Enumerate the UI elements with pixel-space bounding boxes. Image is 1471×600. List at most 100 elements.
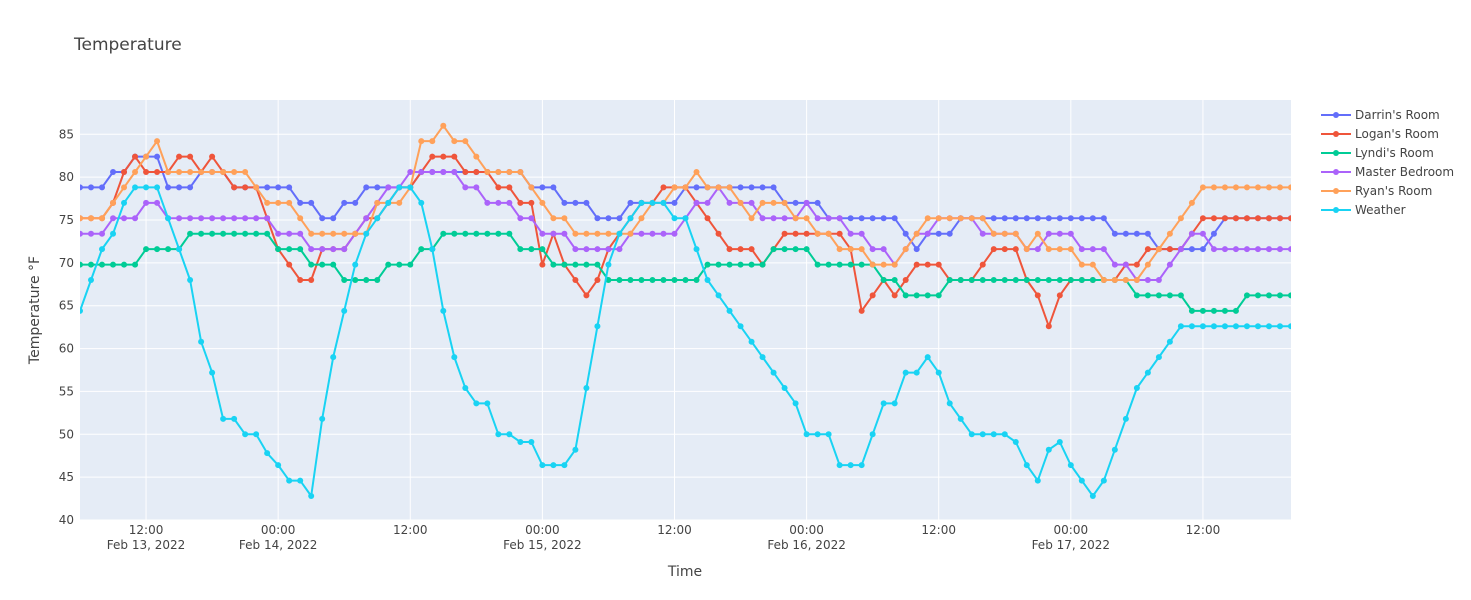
data-point-weather[interactable] [1265,323,1272,330]
data-point-lyndi-s-room[interactable] [825,261,832,268]
data-point-ryan-s-room[interactable] [913,230,920,237]
data-point-weather[interactable] [319,415,326,422]
data-point-weather[interactable] [308,493,315,499]
data-point-logan-s-room[interactable] [869,292,876,299]
data-point-ryan-s-room[interactable] [198,169,205,175]
data-point-darrin-s-room[interactable] [330,215,337,222]
data-point-lyndi-s-room[interactable] [1265,292,1272,299]
data-point-lyndi-s-room[interactable] [253,230,260,237]
data-point-darrin-s-room[interactable] [77,184,83,191]
data-point-ryan-s-room[interactable] [319,230,326,237]
data-point-ryan-s-room[interactable] [803,215,810,222]
data-point-logan-s-room[interactable] [836,230,843,237]
data-point-master-bedroom[interactable] [583,246,590,253]
data-point-ryan-s-room[interactable] [825,230,832,237]
data-point-ryan-s-room[interactable] [1276,184,1283,191]
data-point-weather[interactable] [891,400,898,407]
data-point-darrin-s-room[interactable] [737,184,744,191]
data-point-weather[interactable] [924,354,931,361]
data-point-logan-s-room[interactable] [154,169,161,175]
data-point-logan-s-room[interactable] [660,184,667,191]
data-point-logan-s-room[interactable] [715,230,722,237]
data-point-ryan-s-room[interactable] [264,199,271,206]
data-point-lyndi-s-room[interactable] [121,261,128,268]
data-point-weather[interactable] [220,415,227,422]
data-point-weather[interactable] [1067,462,1074,469]
data-point-darrin-s-room[interactable] [1067,215,1074,222]
data-point-weather[interactable] [682,215,689,222]
data-point-weather[interactable] [341,307,348,314]
data-point-master-bedroom[interactable] [462,184,469,191]
data-point-weather[interactable] [671,215,678,222]
data-point-logan-s-room[interactable] [506,184,513,191]
data-point-darrin-s-room[interactable] [1001,215,1008,222]
data-point-lyndi-s-room[interactable] [814,261,821,268]
legend[interactable]: Darrin's Room Logan's Room Lyndi's Room Mas… [1321,108,1454,217]
data-point-darrin-s-room[interactable] [858,215,865,222]
data-point-master-bedroom[interactable] [803,199,810,206]
data-point-weather[interactable] [462,385,469,391]
data-point-lyndi-s-room[interactable] [1144,292,1151,299]
data-point-ryan-s-room[interactable] [990,230,997,237]
data-point-lyndi-s-room[interactable] [231,230,238,237]
data-point-master-bedroom[interactable] [1276,246,1283,253]
data-point-weather[interactable] [484,400,491,407]
data-point-weather[interactable] [1023,462,1030,469]
data-point-ryan-s-room[interactable] [154,138,161,145]
data-point-weather[interactable] [957,415,964,422]
data-point-darrin-s-room[interactable] [572,199,579,206]
data-point-master-bedroom[interactable] [231,215,238,222]
data-point-darrin-s-room[interactable] [913,246,920,253]
data-point-ryan-s-room[interactable] [1232,184,1239,191]
data-point-darrin-s-room[interactable] [1188,246,1195,253]
data-point-lyndi-s-room[interactable] [1155,292,1162,299]
data-point-lyndi-s-room[interactable] [792,246,799,253]
data-point-lyndi-s-room[interactable] [451,230,458,237]
data-point-ryan-s-room[interactable] [1133,277,1140,283]
data-point-lyndi-s-room[interactable] [275,246,282,253]
data-point-lyndi-s-room[interactable] [264,230,271,237]
data-point-darrin-s-room[interactable] [946,230,953,237]
data-point-lyndi-s-room[interactable] [506,230,513,237]
data-point-lyndi-s-room[interactable] [473,230,480,237]
data-point-darrin-s-room[interactable] [154,153,161,160]
data-point-lyndi-s-room[interactable] [1232,307,1239,314]
data-point-darrin-s-room[interactable] [1045,215,1052,222]
data-point-logan-s-room[interactable] [1012,246,1019,253]
data-point-master-bedroom[interactable] [1089,246,1096,253]
data-point-ryan-s-room[interactable] [880,261,887,268]
data-point-logan-s-room[interactable] [1288,215,1294,222]
data-point-master-bedroom[interactable] [1067,230,1074,237]
data-point-ryan-s-room[interactable] [1166,230,1173,237]
data-point-master-bedroom[interactable] [121,215,128,222]
data-point-darrin-s-room[interactable] [759,184,766,191]
data-point-master-bedroom[interactable] [924,230,931,237]
data-point-weather[interactable] [198,338,205,345]
data-point-master-bedroom[interactable] [429,169,436,175]
data-point-weather[interactable] [264,450,271,457]
data-point-logan-s-room[interactable] [572,277,579,283]
data-point-master-bedroom[interactable] [451,169,458,175]
data-point-weather[interactable] [1034,477,1041,484]
data-point-weather[interactable] [1177,323,1184,330]
data-point-weather[interactable] [396,184,403,191]
data-point-lyndi-s-room[interactable] [440,230,447,237]
data-point-logan-s-room[interactable] [902,277,909,283]
data-point-master-bedroom[interactable] [1111,261,1118,268]
data-point-weather[interactable] [935,369,942,376]
data-point-weather[interactable] [561,462,568,469]
data-point-darrin-s-room[interactable] [1023,215,1030,222]
data-point-weather[interactable] [429,246,436,253]
data-point-weather[interactable] [253,431,260,438]
data-point-ryan-s-room[interactable] [814,230,821,237]
data-point-ryan-s-room[interactable] [1089,261,1096,268]
data-point-ryan-s-room[interactable] [132,169,139,175]
data-point-ryan-s-room[interactable] [770,199,777,206]
data-point-master-bedroom[interactable] [847,230,854,237]
data-point-ryan-s-room[interactable] [1045,246,1052,253]
data-point-lyndi-s-room[interactable] [77,261,83,268]
data-point-master-bedroom[interactable] [1243,246,1250,253]
data-point-logan-s-room[interactable] [1144,246,1151,253]
data-point-master-bedroom[interactable] [220,215,227,222]
data-point-ryan-s-room[interactable] [737,199,744,206]
